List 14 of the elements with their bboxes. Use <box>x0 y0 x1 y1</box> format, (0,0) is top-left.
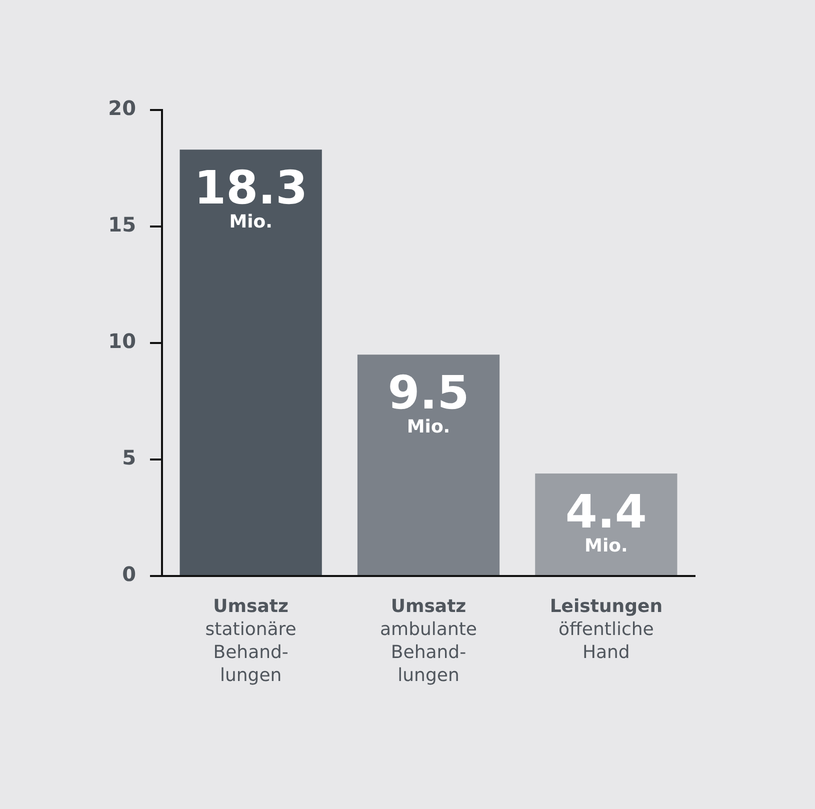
bar <box>535 473 678 575</box>
data-label: 9.5 Mio. <box>388 366 470 438</box>
x-tick-label: Leistungen öffentliche Hand <box>550 596 663 663</box>
y-tick-label: 5 <box>122 446 136 470</box>
x-tick-label: Umsatz stationäre Behand- lungen <box>205 596 296 686</box>
y-tick-label: 0 <box>122 562 136 586</box>
y-tick-label: 20 <box>108 96 136 120</box>
bar <box>357 354 500 575</box>
bar <box>180 150 322 575</box>
y-tick-label: 15 <box>108 212 136 237</box>
data-label: 18.3 Mio. <box>194 160 308 233</box>
y-tick-label: 10 <box>108 329 136 354</box>
data-label: 4.4 Mio. <box>565 484 647 556</box>
x-tick-label: Umsatz ambulante Behand- lungen <box>380 596 477 686</box>
